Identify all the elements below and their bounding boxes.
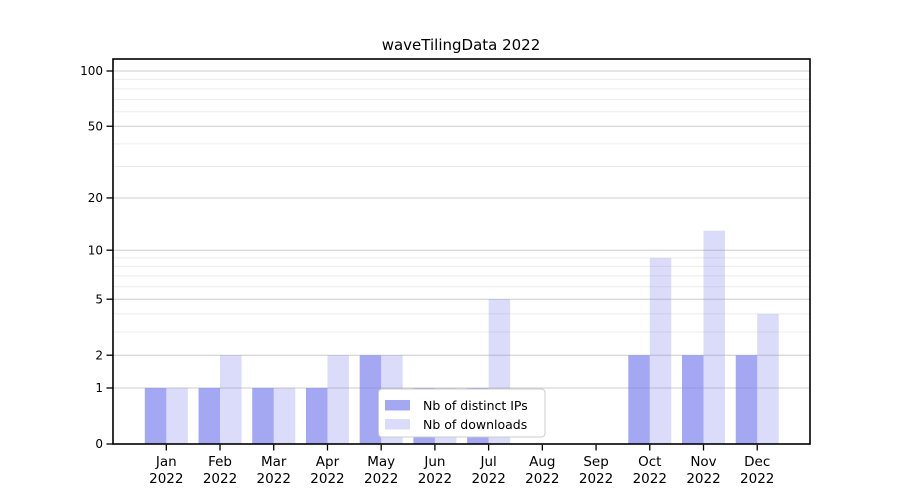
x-tick-label-jan-2022: Jan (155, 454, 177, 470)
bar-nb-of-downloads-oct-2022 (649, 257, 672, 444)
x-tick-label-year-oct-2022: 2022 (633, 471, 667, 487)
legend-label-downloads: Nb of downloads (423, 417, 527, 432)
x-tick-label-dec-2022: Dec (744, 454, 770, 470)
bar-nb-of-downloads-apr-2022 (327, 355, 349, 444)
x-tick-label-mar-2022: Mar (261, 454, 287, 470)
x-tick-label-year-feb-2022: 2022 (203, 471, 237, 487)
x-tick-label-year-jul-2022: 2022 (471, 471, 505, 487)
legend-label-distinct-ips: Nb of distinct IPs (423, 398, 528, 413)
legend: Nb of distinct IPs Nb of downloads (378, 388, 546, 438)
bar-nb-of-downloads-mar-2022 (273, 387, 296, 444)
x-tick-label-nov-2022: Nov (690, 454, 716, 470)
x-tick-label-year-nov-2022: 2022 (686, 471, 720, 487)
x-tick-label-aug-2022: Aug (529, 454, 555, 470)
legend-box (378, 388, 546, 438)
plot-frame (112, 58, 811, 445)
bar-nb-of-downloads-dec-2022 (757, 313, 779, 444)
y-tick-label-1: 1 (95, 381, 103, 395)
x-tick-label-year-mar-2022: 2022 (257, 471, 291, 487)
x-tick-label-may-2022: May (367, 454, 395, 470)
chart-title: waveTilingData 2022 (382, 36, 541, 54)
x-tick-label-feb-2022: Feb (208, 454, 232, 470)
bar-nb-of-distinct-ips-jan-2022 (144, 387, 167, 444)
y-tick-label-2: 2 (95, 348, 103, 362)
bar-nb-of-distinct-ips-oct-2022 (628, 355, 650, 444)
y-tick-label-0: 0 (95, 437, 103, 451)
y-tick-label-10: 10 (88, 243, 103, 257)
x-tick-label-year-jan-2022: 2022 (149, 471, 183, 487)
axis-ticks-and-labels: 0125102050100Jan2022Feb2022Mar2022Apr202… (80, 64, 774, 487)
x-tick-label-year-sep-2022: 2022 (579, 471, 613, 487)
bar-nb-of-distinct-ips-dec-2022 (735, 355, 758, 444)
x-tick-label-year-aug-2022: 2022 (525, 471, 559, 487)
bar-nb-of-distinct-ips-apr-2022 (305, 387, 328, 444)
x-tick-label-apr-2022: Apr (316, 454, 340, 470)
legend-swatch-downloads (385, 419, 410, 430)
y-tick-label-20: 20 (88, 191, 103, 205)
x-tick-label-year-apr-2022: 2022 (310, 471, 344, 487)
x-tick-label-oct-2022: Oct (638, 454, 661, 470)
x-tick-label-jul-2022: Jul (479, 454, 496, 470)
x-tick-label-sep-2022: Sep (583, 454, 608, 470)
y-tick-label-5: 5 (95, 292, 103, 306)
y-tick-label-50: 50 (88, 119, 103, 133)
x-tick-label-year-dec-2022: 2022 (740, 471, 774, 487)
bar-nb-of-downloads-feb-2022 (220, 355, 242, 444)
bar-nb-of-distinct-ips-may-2022 (359, 355, 382, 444)
bar-nb-of-distinct-ips-feb-2022 (198, 387, 221, 444)
x-tick-label-jun-2022: Jun (423, 454, 445, 470)
x-tick-label-year-jun-2022: 2022 (418, 471, 452, 487)
legend-swatch-distinct-ips (385, 400, 410, 411)
y-tick-label-100: 100 (80, 64, 103, 78)
x-tick-label-year-may-2022: 2022 (364, 471, 398, 487)
bar-nb-of-downloads-nov-2022 (703, 230, 725, 444)
bar-nb-of-downloads-jan-2022 (166, 387, 188, 444)
minor-gridlines (113, 78, 810, 333)
bar-nb-of-distinct-ips-nov-2022 (682, 355, 704, 444)
bar-nb-of-distinct-ips-mar-2022 (252, 387, 274, 444)
